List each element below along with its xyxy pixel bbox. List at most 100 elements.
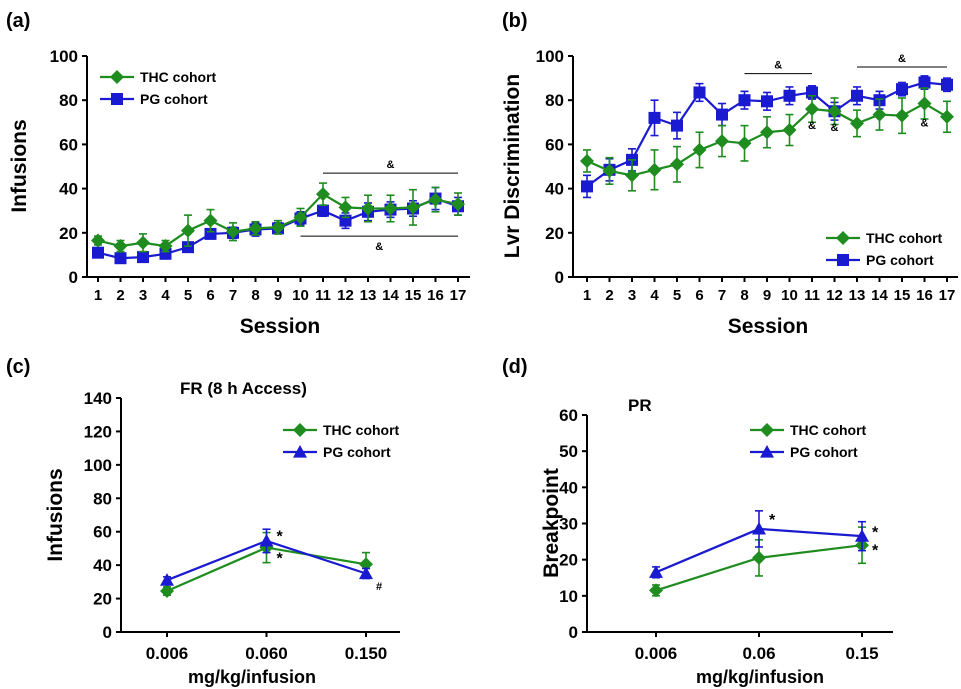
data-point xyxy=(940,109,954,124)
y-tick-label: 50 xyxy=(559,442,578,461)
data-point xyxy=(761,95,773,108)
y-axis-title: Infusions xyxy=(44,468,67,561)
data-point xyxy=(872,107,887,122)
data-point xyxy=(752,550,766,565)
x-tick-label: 8 xyxy=(740,287,748,304)
y-axis-title: Infusions xyxy=(8,119,31,212)
x-tick-label: 15 xyxy=(894,287,911,304)
data-point xyxy=(359,566,373,580)
data-point xyxy=(649,583,663,598)
data-point xyxy=(248,221,263,236)
panel-label: (c) xyxy=(6,356,30,378)
x-tick-label: 0.06 xyxy=(742,644,775,663)
data-point xyxy=(137,251,149,264)
significance-mark: * xyxy=(872,543,879,560)
legend-marker xyxy=(293,445,307,458)
data-point xyxy=(361,201,375,216)
data-point xyxy=(159,247,172,260)
legend-label: PG cohort xyxy=(866,252,934,268)
legend: THC cohort PG cohort xyxy=(750,422,867,460)
y-tick-label: 40 xyxy=(559,478,578,497)
data-point xyxy=(316,187,330,202)
y-tick-label: 0 xyxy=(103,623,112,642)
significance-mark: * xyxy=(872,525,879,542)
significance-mark: & xyxy=(831,122,839,134)
data-point xyxy=(580,153,594,168)
x-tick-label: 11 xyxy=(804,287,820,304)
chart-title: FR (8 h Access) xyxy=(180,379,307,398)
x-tick-label: 14 xyxy=(382,287,399,304)
y-axis-title: Lvr Discrimination xyxy=(501,74,524,258)
panel-label: (d) xyxy=(502,356,528,378)
x-tick-label: 2 xyxy=(116,287,124,304)
x-tick-label: 1 xyxy=(94,287,102,304)
data-point xyxy=(649,565,663,578)
legend-label: THC cohort xyxy=(140,69,217,85)
x-tick-label: 10 xyxy=(292,287,309,304)
legend: THC cohort PG cohort xyxy=(100,69,217,107)
y-tick-label: 100 xyxy=(84,456,112,475)
data-point xyxy=(851,89,863,102)
data-point xyxy=(917,96,932,111)
x-tick-label: 0.15 xyxy=(845,644,878,663)
x-axis-title: mg/kg/infusion xyxy=(188,667,316,687)
data-point xyxy=(271,220,285,235)
legend-label: PG cohort xyxy=(790,444,858,460)
panel-label: (a) xyxy=(6,10,30,32)
data-point xyxy=(760,125,774,140)
data-point xyxy=(896,83,908,96)
x-tick-label: 6 xyxy=(695,287,703,304)
data-point xyxy=(113,239,128,254)
legend-marker xyxy=(837,254,849,266)
y-tick-label: 0 xyxy=(569,623,578,642)
x-tick-label: 12 xyxy=(337,287,354,304)
x-tick-label: 10 xyxy=(781,287,798,304)
series-thc xyxy=(91,182,465,254)
data-point xyxy=(92,246,104,259)
x-tick-label: 5 xyxy=(184,287,192,304)
y-tick-label: 20 xyxy=(545,224,564,243)
significance-mark: & xyxy=(808,120,816,132)
y-tick-label: 80 xyxy=(545,91,564,110)
panel-d: (d) PR 0 10 20 30 40 50 60 0.006 0.06 0.15 Breakpoin… xyxy=(502,356,893,687)
data-point xyxy=(338,200,353,215)
legend-label: THC cohort xyxy=(790,422,867,438)
x-tick-label: 14 xyxy=(871,287,888,304)
data-point xyxy=(783,89,796,102)
y-tick-label: 20 xyxy=(59,224,78,243)
x-tick-label: 5 xyxy=(673,287,681,304)
significance-mark: & xyxy=(774,60,782,72)
x-axis-title: mg/kg/infusion xyxy=(696,667,824,687)
data-point xyxy=(648,111,661,124)
legend-marker xyxy=(110,70,124,84)
data-point xyxy=(602,163,617,178)
y-tick-label: 60 xyxy=(59,135,78,154)
x-tick-label: 0.150 xyxy=(345,644,388,663)
significance-mark: * xyxy=(277,550,284,567)
x-tick-label: 3 xyxy=(139,287,147,304)
data-point xyxy=(406,200,420,215)
data-point xyxy=(226,224,240,239)
x-axis-title: Session xyxy=(240,315,321,338)
x-tick-label: 17 xyxy=(450,287,467,304)
data-point xyxy=(692,142,707,157)
data-point xyxy=(203,213,218,228)
y-tick-label: 20 xyxy=(93,590,112,609)
x-tick-label: 17 xyxy=(939,287,956,304)
series-pg xyxy=(581,75,953,199)
y-axis-title: Breakpoint xyxy=(540,468,563,578)
x-tick-label: 16 xyxy=(916,287,933,304)
y-tick-label: 40 xyxy=(545,180,564,199)
data-point xyxy=(182,241,194,254)
significance-mark: & xyxy=(387,159,395,171)
x-tick-label: 4 xyxy=(161,287,170,304)
legend-marker xyxy=(293,423,307,437)
y-tick-label: 80 xyxy=(59,91,78,110)
data-point xyxy=(625,168,639,183)
data-point xyxy=(451,197,465,212)
x-tick-label: 1 xyxy=(583,287,591,304)
series-pg xyxy=(160,528,373,586)
data-point xyxy=(160,584,174,599)
data-point xyxy=(136,235,150,250)
